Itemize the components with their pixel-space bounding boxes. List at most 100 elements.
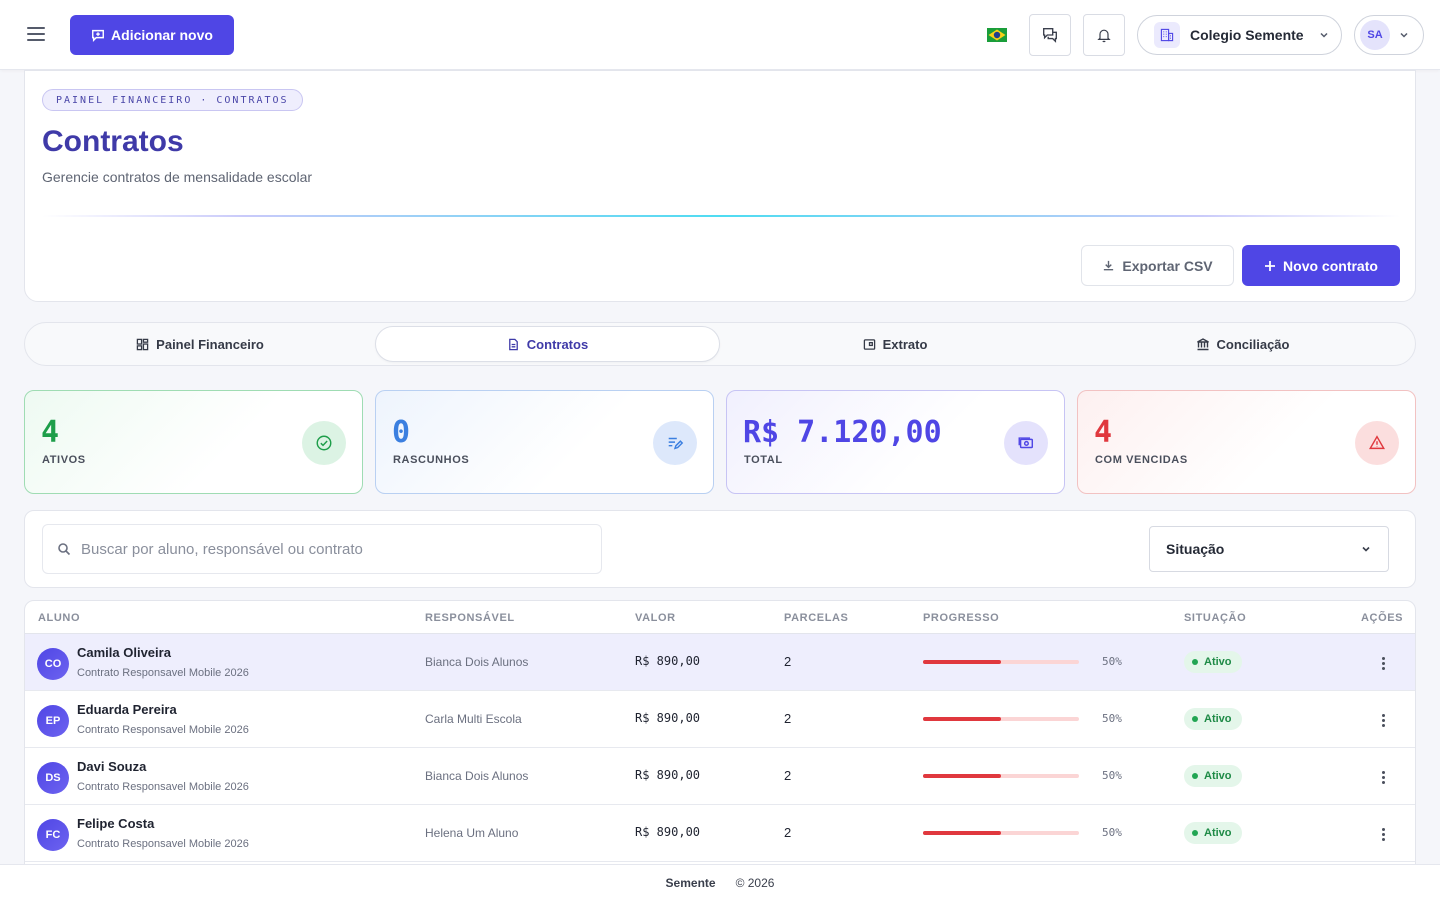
breadcrumb-separator: · [200, 94, 209, 106]
stat-card-total[interactable]: R$ 7.120,00 TOTAL [726, 390, 1065, 494]
new-contract-label: Novo contrato [1283, 257, 1378, 274]
add-new-button[interactable]: Adicionar novo [70, 15, 234, 55]
student-name[interactable]: Felipe Costa [77, 816, 155, 831]
page-header-card: PAINEL FINANCEIRO · CONTRATOS Contratos … [24, 70, 1416, 302]
chevron-down-icon [1400, 32, 1408, 38]
menu-icon[interactable] [27, 27, 47, 43]
user-menu[interactable]: SA [1354, 15, 1424, 55]
table-row[interactable]: CO Camila Oliveira Contrato Responsavel … [25, 634, 1415, 691]
chat-icon [1043, 28, 1057, 43]
stat-value: 4 [1094, 415, 1113, 450]
dashboard-icon [136, 338, 149, 350]
table-row[interactable]: DS Davi Souza Contrato Responsavel Mobil… [25, 748, 1415, 805]
responsavel-name: Helena Um Aluno [425, 826, 519, 840]
export-csv-button[interactable]: Exportar CSV [1081, 245, 1234, 286]
progress-bar [923, 774, 1079, 778]
school-selector[interactable]: Colegio Semente [1137, 15, 1342, 55]
avatar: SA [1360, 20, 1390, 50]
column-header-aluno[interactable]: ALUNO [38, 612, 81, 624]
situacao-select[interactable]: Situação [1149, 526, 1389, 572]
avatar: DS [37, 762, 69, 794]
student-name[interactable]: Camila Oliveira [77, 645, 171, 660]
section-tabs: Painel Financeiro Contratos Extrato Conc… [24, 322, 1416, 366]
progress-percent: 50% [1102, 769, 1122, 782]
edit-list-icon [653, 421, 697, 465]
row-actions-menu-icon[interactable] [1371, 652, 1395, 674]
installments-count: 2 [784, 654, 792, 669]
progress-fill [923, 660, 1001, 664]
breadcrumb-item[interactable]: PAINEL FINANCEIRO [56, 94, 193, 106]
page-subtitle: Gerencie contratos de mensalidade escola… [42, 169, 313, 185]
column-header-parcelas[interactable]: PARCELAS [784, 612, 849, 624]
installments-count: 2 [784, 825, 792, 840]
contract-value: R$ 890,00 [635, 825, 701, 839]
tab-label: Contratos [526, 336, 589, 352]
installments-count: 2 [784, 711, 792, 726]
status-badge: Ativo [1184, 765, 1242, 787]
stat-label: COM VENCIDAS [1095, 454, 1188, 466]
responsavel-name: Bianca Dois Alunos [425, 655, 529, 669]
new-contract-button[interactable]: Novo contrato [1242, 245, 1400, 286]
add-chat-icon [92, 29, 104, 42]
progress-bar [923, 660, 1079, 664]
school-name: Colegio Semente [1190, 27, 1304, 43]
chevron-down-icon [1362, 546, 1370, 552]
avatar: CO [37, 648, 69, 680]
plus-icon [1265, 260, 1276, 271]
search-box[interactable] [42, 524, 602, 574]
table-header: ALUNO RESPONSÁVEL VALOR PARCELAS PROGRES… [25, 601, 1415, 634]
tab-contratos[interactable]: Contratos [375, 326, 720, 362]
column-header-progresso[interactable]: PROGRESSO [923, 612, 1000, 624]
money-icon [1004, 421, 1048, 465]
breadcrumb: PAINEL FINANCEIRO · CONTRATOS [42, 89, 303, 111]
row-actions-menu-icon[interactable] [1371, 709, 1395, 731]
tab-extrato[interactable]: Extrato [720, 326, 1070, 362]
tab-conciliacao[interactable]: Conciliação [1070, 326, 1415, 362]
student-name[interactable]: Eduarda Pereira [77, 702, 177, 717]
footer-brand: Semente [665, 875, 716, 890]
table-row[interactable]: FC Felipe Costa Contrato Responsavel Mob… [25, 805, 1415, 862]
contract-name: Contrato Responsavel Mobile 2026 [77, 667, 249, 679]
installments-count: 2 [784, 768, 792, 783]
column-header-situacao[interactable]: SITUAÇÃO [1184, 612, 1247, 624]
progress-percent: 50% [1102, 826, 1122, 839]
table-row[interactable]: EP Eduarda Pereira Contrato Responsavel … [25, 691, 1415, 748]
stat-value: 4 [41, 415, 60, 450]
download-icon [1104, 260, 1114, 271]
situacao-label: Situação [1166, 541, 1225, 557]
notifications-button[interactable] [1083, 14, 1125, 56]
messages-button[interactable] [1029, 14, 1071, 56]
contract-value: R$ 890,00 [635, 654, 701, 668]
column-header-responsavel[interactable]: RESPONSÁVEL [425, 612, 515, 624]
stat-label: ATIVOS [42, 454, 86, 466]
tab-label: Extrato [882, 336, 928, 352]
stat-card-ativos[interactable]: 4 ATIVOS [24, 390, 363, 494]
contract-name: Contrato Responsavel Mobile 2026 [77, 781, 249, 793]
row-actions-menu-icon[interactable] [1371, 766, 1395, 788]
column-header-valor[interactable]: VALOR [635, 612, 676, 624]
progress-fill [923, 831, 1001, 835]
page-title: Contratos [42, 125, 184, 158]
footer-copyright: © 2026 [735, 875, 775, 890]
footer: Semente © 2026 [0, 864, 1440, 900]
brazil-flag-icon[interactable] [987, 28, 1007, 42]
stat-label: RASCUNHOS [393, 454, 470, 466]
warning-icon [1355, 421, 1399, 465]
stat-value: 0 [392, 415, 411, 450]
progress-fill [923, 774, 1001, 778]
chevron-down-icon [1320, 32, 1328, 38]
student-name[interactable]: Davi Souza [77, 759, 147, 774]
responsavel-name: Bianca Dois Alunos [425, 769, 529, 783]
stat-card-rascunhos[interactable]: 0 RASCUNHOS [375, 390, 714, 494]
stat-card-com-vencidas[interactable]: 4 COM VENCIDAS [1077, 390, 1416, 494]
status-badge: Ativo [1184, 822, 1242, 844]
contract-name: Contrato Responsavel Mobile 2026 [77, 724, 249, 736]
progress-percent: 50% [1102, 655, 1122, 668]
column-header-acoes: AÇÕES [1361, 612, 1404, 624]
row-actions-menu-icon[interactable] [1371, 823, 1395, 845]
divider [42, 215, 1400, 217]
status-badge: Ativo [1184, 651, 1242, 673]
tab-painel-financeiro[interactable]: Painel Financeiro [25, 326, 375, 362]
search-input[interactable] [81, 540, 561, 558]
stat-value: R$ 7.120,00 [743, 415, 942, 450]
